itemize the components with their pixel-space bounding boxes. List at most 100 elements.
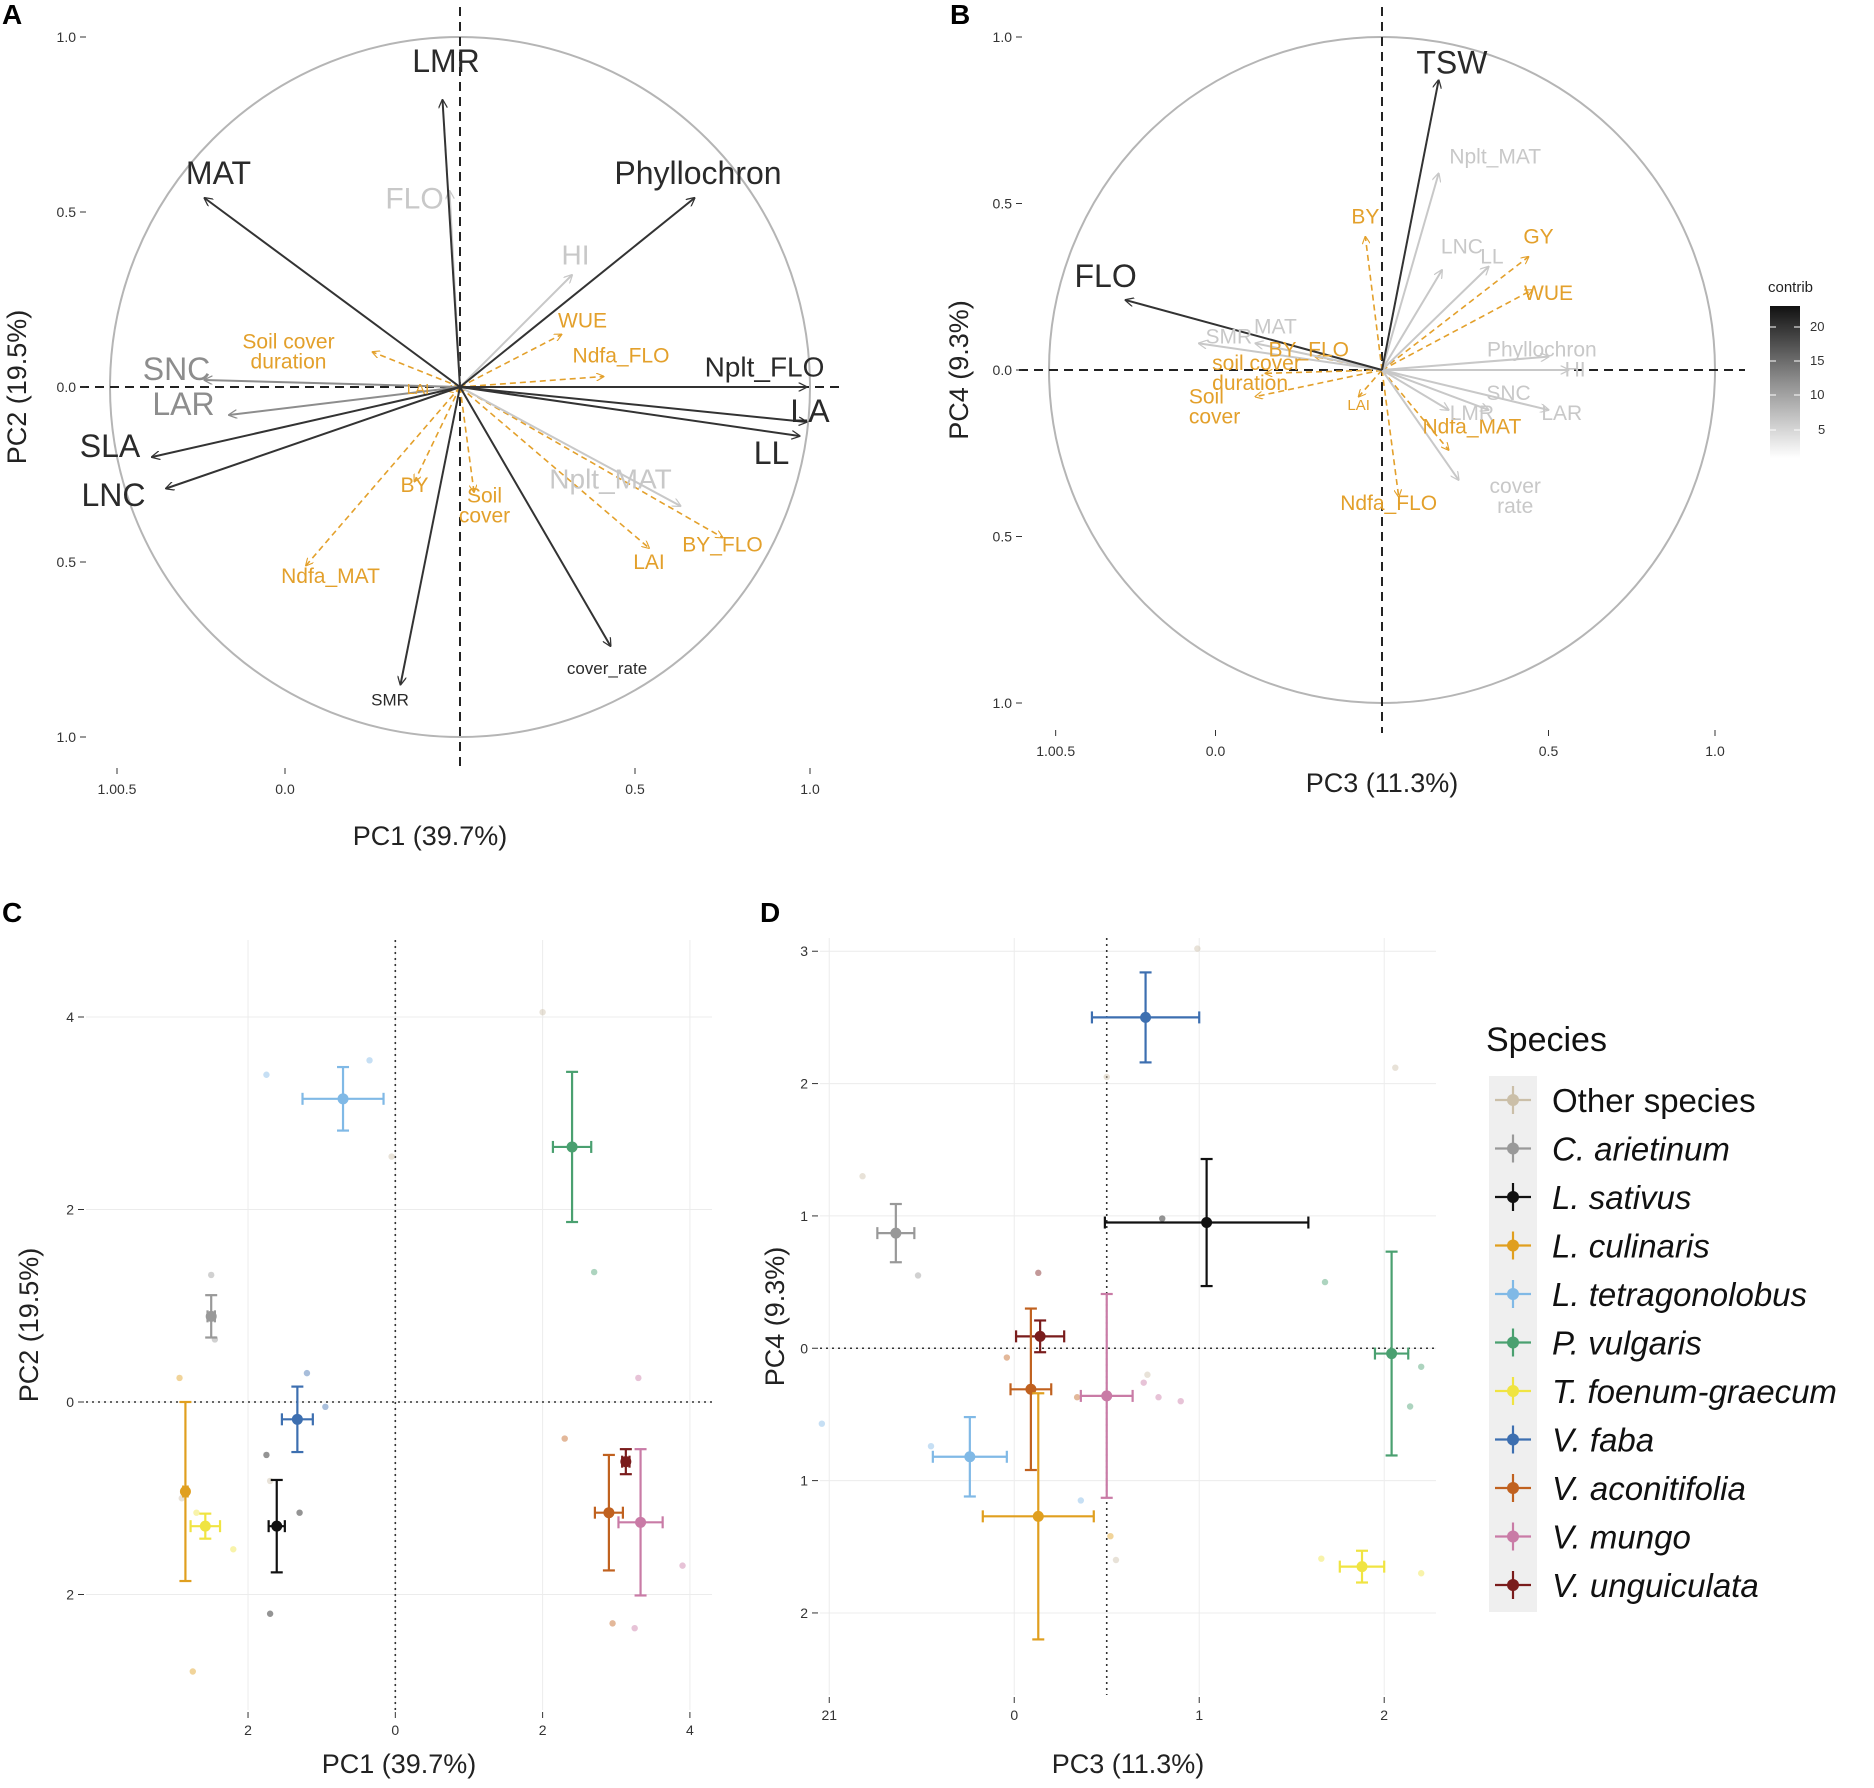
- mean-point: [291, 1413, 303, 1425]
- individual-point-l-tetragonolobus: [1077, 1497, 1085, 1504]
- variable-label-wue: WUE: [1524, 282, 1573, 305]
- legend-item-c-arietinum: C. arietinum: [1495, 1131, 1730, 1168]
- x-tick-label: 0: [1010, 1707, 1018, 1723]
- variable-label-by-flo: BY_FLO: [682, 534, 763, 557]
- legend-item-v-faba: V. faba: [1495, 1422, 1654, 1459]
- panel-letter-c: C: [2, 897, 22, 928]
- legend-item-p-vulgaris: P. vulgaris: [1495, 1325, 1702, 1362]
- individual-point-l-tetragonolobus: [927, 1442, 935, 1450]
- mean-point: [199, 1520, 211, 1532]
- individual-point-p-vulgaris: [1418, 1363, 1425, 1370]
- colorbar-title: contrib: [1768, 279, 1813, 296]
- species-mean-v-faba: [1090, 971, 1201, 1064]
- y-tick-label: 4: [66, 1009, 74, 1025]
- variable-label-by-flo: BY_FLO: [1268, 339, 1349, 362]
- individual-point-l-sativus: [1159, 1215, 1166, 1222]
- variable-label-cover-rate: cover rate: [1490, 475, 1541, 518]
- arrow-lmr: [443, 100, 461, 388]
- species-mean-v-unguiculata: [619, 1448, 632, 1476]
- arrow-snc: [1381, 369, 1489, 410]
- legend-item-l-tetragonolobus: L. tetragonolobus: [1495, 1276, 1807, 1313]
- individual-point-other-species: [539, 1008, 546, 1016]
- y-tick-label: 1.0: [993, 29, 1013, 45]
- arrow-wue: [459, 335, 562, 388]
- variable-label-lar: LAR: [1541, 402, 1582, 425]
- arrow-nplt-mat: [459, 386, 681, 506]
- species-mean-v-aconitifolia: [1009, 1307, 1053, 1472]
- y-tick-label: 1.0: [993, 695, 1013, 711]
- legend-label: L. sativus: [1552, 1179, 1691, 1216]
- variable-label-lmr: LMR: [1450, 402, 1494, 425]
- legend-label: V. unguiculata: [1552, 1567, 1759, 1604]
- variable-label-snc: SNC: [143, 351, 211, 387]
- variable-label-gy: GY: [1523, 225, 1553, 248]
- x-tick-label: 0.5: [1539, 743, 1559, 759]
- individual-point-t-foenum-graecum: [230, 1546, 237, 1553]
- arrow-soil-cover-duration: [373, 352, 461, 388]
- variable-label-soil-cover-duration: Soil cover duration: [242, 331, 334, 374]
- legend-item-other-species: Other species: [1495, 1082, 1756, 1119]
- mean-point: [603, 1507, 615, 1519]
- individual-point-v-faba: [303, 1369, 311, 1377]
- y-axis-title: PC4 (9.3%): [944, 300, 974, 440]
- legend-label: V. aconitifolia: [1552, 1470, 1746, 1507]
- arrow-snc: [205, 380, 461, 388]
- species-mean-l-culinaris: [179, 1400, 192, 1583]
- legend-key-dot: [1507, 1094, 1519, 1106]
- species-mean-v-mungo: [1079, 1292, 1134, 1499]
- x-axis-title: PC3 (11.3%): [1306, 768, 1459, 798]
- arrow-soil-cover: [1255, 369, 1383, 397]
- variable-label-nplt-flo: Nplt_FLO: [705, 352, 825, 383]
- x-tick-label: 2: [539, 1722, 547, 1738]
- species-mean-l-tetragonolobus: [931, 1415, 1008, 1498]
- y-tick-label: 1.0: [57, 729, 77, 745]
- species-mean-p-vulgaris: [1373, 1250, 1410, 1457]
- y-tick-label: 2: [800, 1605, 808, 1621]
- mean-point: [1140, 1011, 1152, 1023]
- legend-label: Other species: [1552, 1082, 1756, 1119]
- arrow-lnc: [1381, 270, 1442, 371]
- mean-point: [1101, 1390, 1113, 1402]
- legend-item-l-sativus: L. sativus: [1495, 1179, 1691, 1216]
- individual-point-l-tetragonolobus: [263, 1071, 270, 1078]
- species-mean-l-sativus: [1103, 1157, 1310, 1288]
- y-tick-label: 2: [66, 1202, 74, 1218]
- x-tick-label: 1: [1195, 1707, 1203, 1723]
- panel-letter-b: B: [950, 0, 970, 30]
- variable-label-lai: LAI: [407, 381, 430, 398]
- variable-label-snc: SNC: [1486, 382, 1530, 405]
- variable-label-tsw: TSW: [1416, 45, 1488, 81]
- arrow-nplt-mat: [1381, 174, 1439, 371]
- mean-point: [620, 1456, 632, 1468]
- individual-point-v-mungo: [635, 1374, 642, 1382]
- y-tick-label: 0.0: [993, 362, 1013, 378]
- arrow-lar: [229, 386, 461, 415]
- individual-point-v-mungo: [1177, 1397, 1184, 1405]
- legend-key-dot: [1507, 1142, 1519, 1155]
- variable-label-ndfa-flo: Ndfa_FLO: [1340, 492, 1437, 515]
- legend-key-dot: [1507, 1191, 1519, 1203]
- y-tick-label: 2: [800, 1076, 808, 1092]
- variable-label-ndfa-mat: Ndfa_MAT: [1423, 415, 1522, 438]
- variable-label-hi: HI: [562, 240, 590, 271]
- arrow-ll: [1381, 267, 1489, 371]
- variable-label-by: BY: [400, 474, 428, 497]
- legend-label: V. mungo: [1552, 1519, 1691, 1556]
- arrow-ndfa-mat: [1381, 369, 1449, 450]
- colorbar-tick: 15: [1810, 353, 1824, 368]
- variable-label-soil-cover: Soil cover: [459, 485, 510, 528]
- arrow-mat: [1255, 343, 1383, 371]
- x-tick-label: 0.5: [625, 781, 645, 797]
- x-tick-label: 0.0: [275, 781, 295, 797]
- mean-point: [1032, 1510, 1044, 1522]
- mean-point: [205, 1310, 217, 1322]
- x-tick-label: 2: [244, 1722, 252, 1738]
- species-mean-v-unguiculata: [1014, 1319, 1066, 1354]
- arrow-by: [1365, 237, 1383, 371]
- legend-key-dot: [1507, 1579, 1519, 1591]
- arrow-lmr: [1381, 369, 1449, 410]
- individual-point-l-culinaris: [189, 1668, 196, 1675]
- variable-label-lnc: LNC: [81, 477, 145, 513]
